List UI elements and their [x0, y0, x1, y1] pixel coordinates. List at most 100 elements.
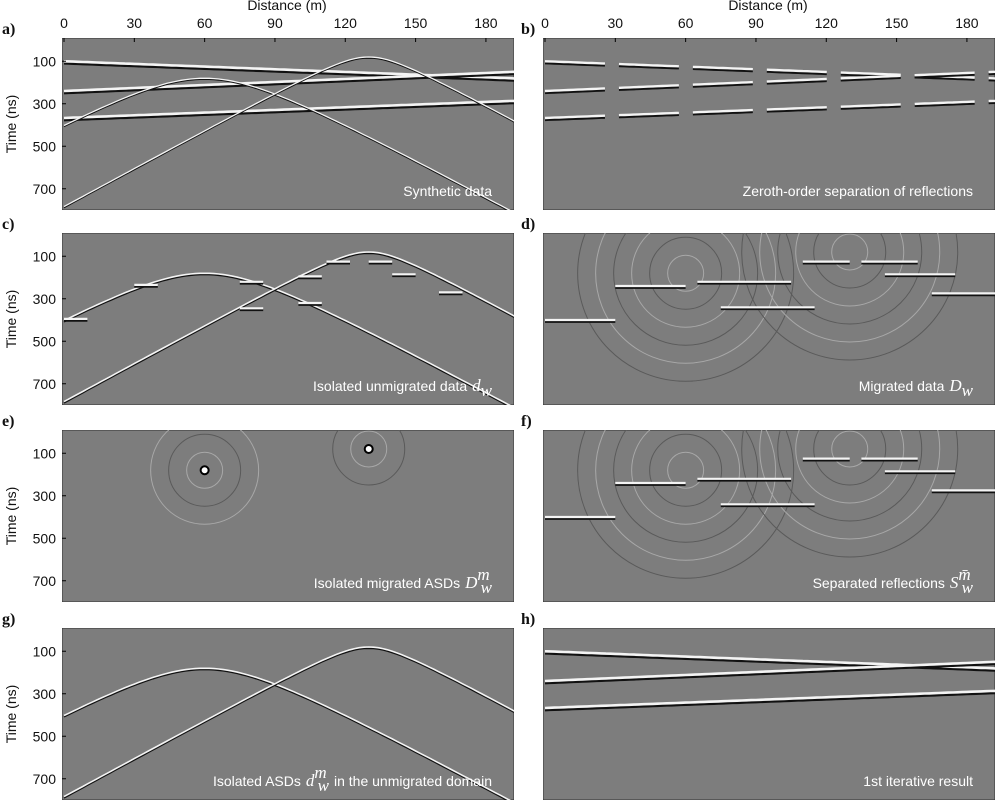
x-tick-label: 60: [197, 15, 213, 31]
migration-arc: [813, 430, 887, 486]
migration-arc: [332, 430, 406, 486]
caption-subscript: w: [481, 578, 493, 597]
caption: Zeroth-order separation of reflections: [743, 183, 973, 199]
caption: Isolated ASDs dm w in the unmigrated domain: [213, 763, 492, 795]
migration-arc: [595, 430, 777, 561]
caption-text: Isolated unmigrated data: [313, 378, 467, 394]
migration-arc: [831, 430, 869, 468]
x-tick-label: 90: [748, 15, 764, 31]
migration-arc: [150, 430, 260, 525]
panel-label: a): [2, 21, 15, 38]
migration-arc: [795, 233, 905, 307]
caption-subscript: w: [962, 578, 974, 597]
x-tick-label: 0: [60, 15, 68, 31]
caption-text: Migrated data: [859, 378, 945, 394]
reflection: [63, 77, 511, 210]
panel: [62, 233, 514, 405]
reflection-dark: [544, 691, 995, 712]
migration-arc: [831, 233, 869, 271]
panel: [62, 628, 514, 800]
caption-text: Synthetic data: [403, 183, 492, 199]
migration-arc: [777, 430, 923, 522]
panel-bg: [62, 628, 514, 800]
x-tick-label: 150: [404, 15, 428, 31]
panel-label: c): [2, 216, 14, 233]
migration-arc: [613, 233, 759, 346]
x-tick-label: 30: [608, 15, 624, 31]
reflection: [63, 251, 514, 403]
panel-bg: [543, 233, 995, 405]
y-tick-label: 300: [33, 291, 57, 307]
panel-label: h): [521, 611, 535, 628]
y-tick-label: 700: [33, 573, 57, 589]
x-tick-label: 30: [127, 15, 143, 31]
migration-arc: [741, 430, 959, 558]
caption-text: in the unmigrated domain: [334, 773, 492, 789]
caption-text: Isolated migrated ASDs: [314, 575, 460, 591]
migration-arc: [649, 433, 723, 507]
caption-symbol: S: [950, 573, 959, 592]
x-tick-label: 180: [474, 15, 498, 31]
y-tick-label: 300: [33, 488, 57, 504]
caption-symbol: d: [306, 771, 315, 790]
caption-superscript: m: [314, 763, 326, 782]
panel-label: e): [2, 413, 14, 430]
x-tick-label: 60: [678, 15, 694, 31]
reflection-dark: [63, 72, 514, 95]
caption: Separated reflections Sm̄ w: [813, 565, 974, 597]
reflection-dark: [544, 72, 995, 95]
panel: [62, 430, 514, 602]
reflection-dark: [63, 252, 514, 404]
reflection-dark: [544, 101, 995, 122]
x-tick-label: 150: [885, 15, 909, 31]
reflection: [63, 646, 514, 798]
migration-arc: [667, 254, 705, 292]
caption: Migrated data Dw: [859, 376, 974, 400]
reflection: [63, 70, 514, 93]
migration-arc: [795, 430, 905, 504]
y-tick-label: 700: [33, 771, 57, 787]
caption: 1st iterative result: [863, 773, 973, 789]
migration-arc: [577, 233, 795, 382]
caption: Isolated migrated ASDs Dm w: [314, 565, 493, 597]
reflection-dark: [63, 78, 509, 210]
caption-symbol: d: [472, 376, 481, 395]
migration-arc: [777, 233, 923, 325]
reflection-dark: [544, 662, 995, 685]
x-axis-label: Distance (m): [247, 0, 326, 13]
migration-arc: [350, 430, 388, 468]
y-tick-label: 500: [33, 728, 57, 744]
panel-label: g): [2, 611, 15, 628]
migration-arc: [741, 233, 959, 361]
reflection: [63, 99, 514, 120]
reflection: [544, 99, 995, 120]
caption-text: Isolated ASDs: [213, 773, 301, 789]
caption-symbol: D: [464, 573, 478, 592]
panel-bg: [543, 38, 995, 210]
migration-arc: [759, 430, 941, 540]
caption-subscript: w: [481, 381, 493, 400]
reflection: [544, 70, 995, 93]
panel-label: b): [521, 21, 535, 38]
migration-arc: [631, 233, 741, 328]
panel: [543, 430, 995, 602]
y-tick-label: 500: [33, 333, 57, 349]
panel-bg: [62, 233, 514, 405]
migration-arc: [595, 233, 777, 364]
diffraction: [199, 465, 210, 476]
reflection-dark: [63, 57, 514, 209]
panel: [543, 233, 995, 405]
migration-arc: [186, 451, 224, 489]
reflection-dark: [63, 647, 514, 799]
x-tick-label: 180: [955, 15, 979, 31]
reflection: [63, 56, 514, 208]
y-tick-label: 100: [33, 445, 57, 461]
caption-superscript: m: [477, 565, 489, 584]
panel: [543, 628, 995, 800]
y-tick-label: 100: [33, 53, 57, 69]
y-tick-label: 500: [33, 530, 57, 546]
reflection: [544, 689, 995, 710]
y-tick-label: 700: [33, 376, 57, 392]
panel-label: f): [521, 413, 532, 430]
